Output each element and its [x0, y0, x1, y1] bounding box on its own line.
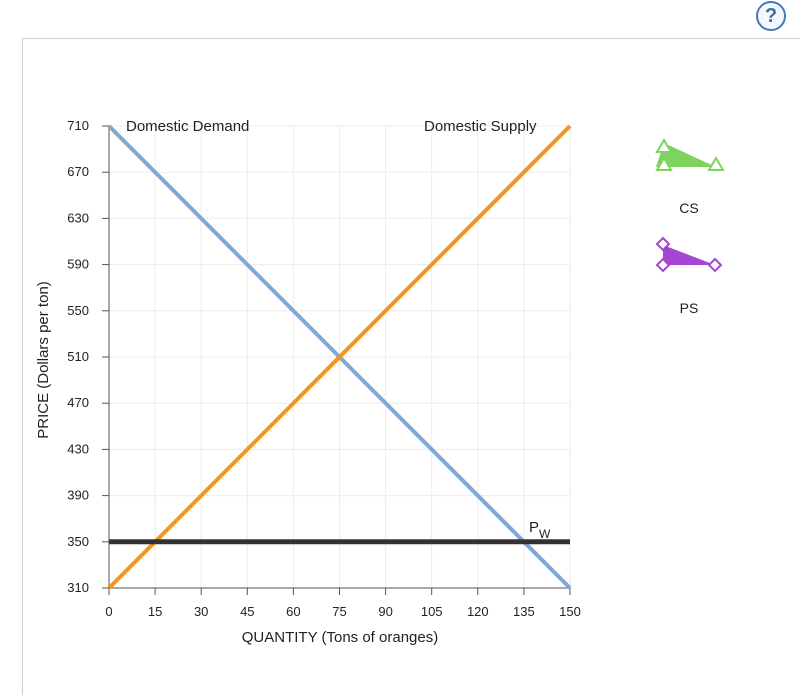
y-tick-label: 390: [67, 488, 89, 503]
y-tick-label: 590: [67, 257, 89, 272]
domestic-demand-label: Domestic Demand: [126, 118, 249, 135]
y-tick-label: 550: [67, 303, 89, 318]
y-axis-title: PRICE (Dollars per ton): [35, 281, 52, 439]
x-tick-label: 105: [421, 604, 443, 619]
diamond-tool-icon: [655, 236, 723, 273]
series: [107, 124, 572, 590]
y-tick-label: 310: [67, 580, 89, 595]
y-tick-label: 470: [67, 395, 89, 410]
ps-tool-label: PS: [680, 300, 699, 316]
x-tick-label: 120: [467, 604, 489, 619]
x-tick-label: 75: [332, 604, 346, 619]
x-axis-title: QUANTITY (Tons of oranges): [242, 629, 438, 646]
y-tick-label: 430: [67, 441, 89, 456]
x-tick-label: 135: [513, 604, 535, 619]
x-tick-label: 0: [105, 604, 112, 619]
ps-fill-shape: [663, 245, 715, 265]
y-tick-label: 630: [67, 210, 89, 225]
help-button[interactable]: ?: [756, 1, 786, 31]
y-tick-label: 350: [67, 534, 89, 549]
domestic-supply-line: [107, 124, 572, 590]
axes: 310 350 390 430 470 510 550 590 630 670 710 0 15 30 45…: [67, 118, 581, 619]
domestic-supply-label: Domestic Supply: [424, 118, 537, 135]
world-price-letter: P: [529, 519, 539, 536]
y-tick-label: 510: [67, 349, 89, 364]
x-tick-label: 60: [286, 604, 300, 619]
world-price-label: PW: [529, 519, 551, 541]
panel-left-border: [22, 38, 23, 695]
y-tick-label: 710: [67, 118, 89, 133]
panel-top-border: [22, 38, 800, 39]
y-tick-label: 670: [67, 164, 89, 179]
cs-tool-label: CS: [679, 200, 698, 216]
x-tick-label: 45: [240, 604, 254, 619]
x-tick-label: 15: [148, 604, 162, 619]
ps-tool[interactable]: [655, 236, 723, 273]
world-price-subscript: W: [539, 527, 551, 541]
triangle-tool-icon: [655, 138, 725, 171]
x-tick-label: 150: [559, 604, 581, 619]
cs-fill-shape: [656, 143, 716, 167]
x-tick-label: 30: [194, 604, 208, 619]
x-tick-label: 90: [378, 604, 392, 619]
help-icon: ?: [764, 5, 778, 27]
cs-tool[interactable]: [655, 138, 725, 171]
